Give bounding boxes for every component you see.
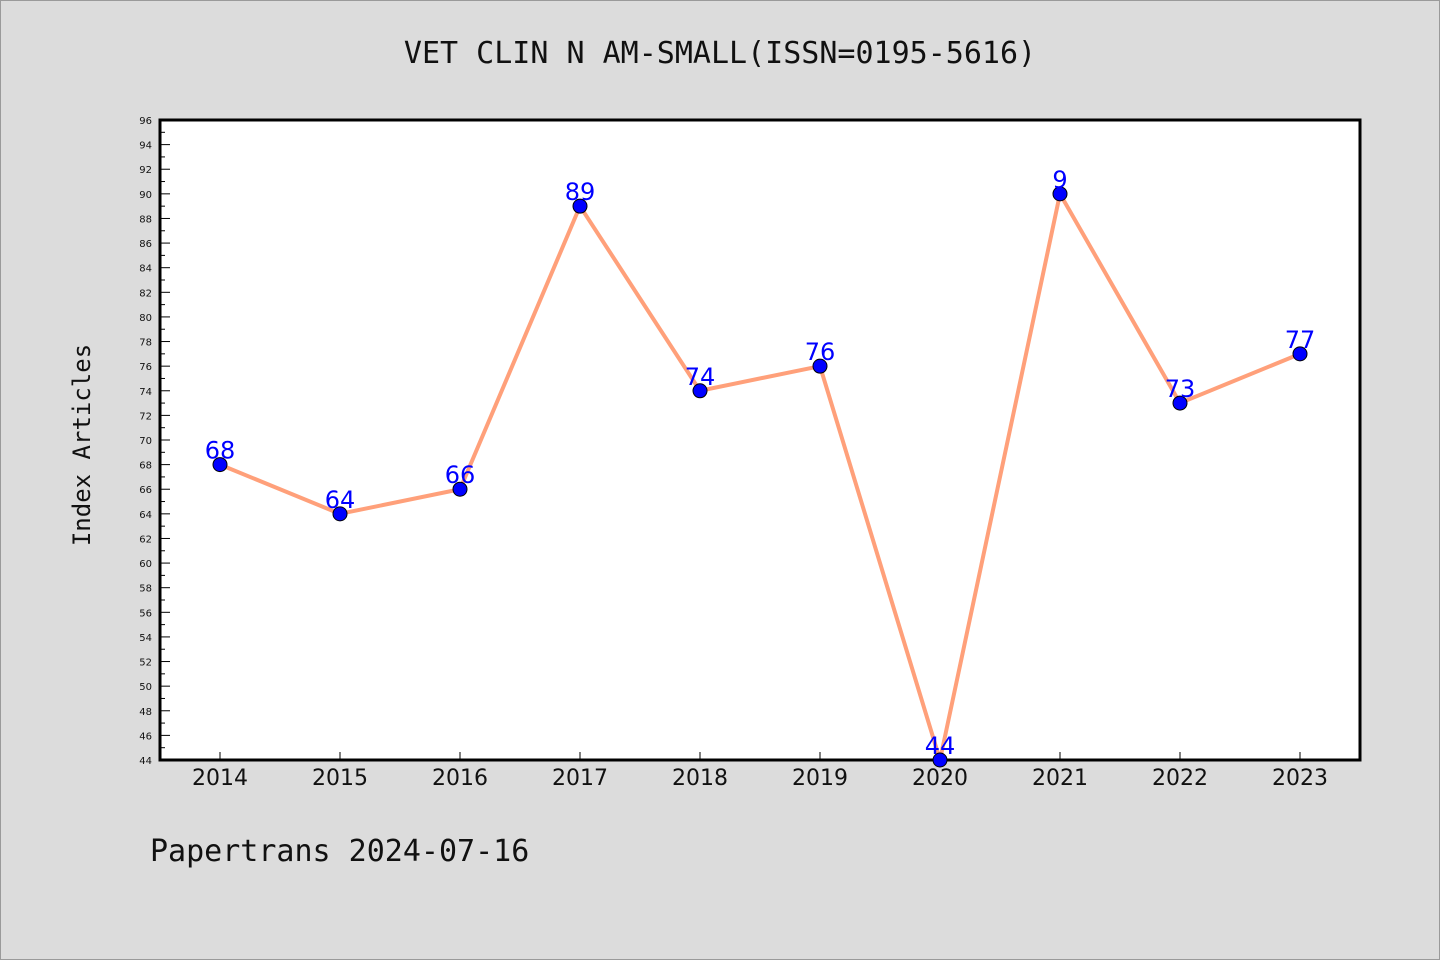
x-tick-label: 2017 [552, 766, 608, 791]
data-point [1172, 395, 1188, 411]
y-tick-label: 80 [139, 313, 152, 324]
x-tick-label: 2023 [1272, 766, 1328, 791]
x-tick-label: 2021 [1032, 766, 1088, 791]
y-tick-label: 56 [139, 608, 152, 619]
y-tick-label: 68 [139, 461, 152, 472]
y-tick-label: 90 [139, 190, 152, 201]
data-label: 77 [1285, 326, 1316, 354]
y-tick-label: 76 [139, 362, 152, 373]
y-tick-label: 64 [139, 510, 152, 521]
y-tick-label: 74 [139, 387, 152, 398]
y-tick-label: 46 [139, 731, 152, 742]
y-tick-label: 54 [139, 633, 152, 644]
y-tick-label: 52 [139, 658, 152, 669]
y-tick-label: 84 [139, 264, 152, 275]
data-label: 44 [925, 732, 956, 760]
x-tick-label: 2022 [1152, 766, 1208, 791]
data-labels: 68 64 66 89 74 76 44 9 73 77 [205, 166, 1316, 760]
y-tick-label: 62 [139, 534, 152, 545]
data-point [1292, 346, 1308, 362]
data-label: 68 [205, 437, 236, 465]
data-point [212, 457, 228, 473]
plot-area [158, 118, 1362, 762]
data-label: 9 [1052, 166, 1067, 194]
data-point [572, 198, 588, 214]
x-tick-label: 2016 [432, 766, 488, 791]
y-tick-label: 72 [139, 411, 152, 422]
y-axis-label: Index Articles [68, 344, 96, 546]
x-tick-label: 2020 [912, 766, 968, 791]
data-label: 76 [805, 338, 836, 366]
data-point [692, 383, 708, 399]
data-point [1052, 186, 1068, 202]
data-label: 66 [445, 461, 476, 489]
x-axis: 2014 2015 2016 2017 2018 2019 2020 2021 2022 2023 [192, 752, 1328, 791]
x-tick-label: 2018 [672, 766, 728, 791]
series-group [212, 186, 1308, 768]
data-label: 74 [685, 363, 716, 391]
data-label: 64 [325, 486, 356, 514]
y-tick-label: 82 [139, 288, 152, 299]
data-point [812, 358, 828, 374]
y-tick-label: 92 [139, 165, 152, 176]
series-line [219, 191, 1301, 762]
data-label: 73 [1165, 375, 1196, 403]
x-tick-label: 2014 [192, 766, 248, 791]
y-tick-label: 96 [139, 116, 152, 127]
y-axis: 44 46 48 50 52 54 56 58 60 62 64 66 68 70 72 74 76 78 80 82… [139, 116, 170, 767]
data-point [452, 481, 468, 497]
y-tick-label: 70 [139, 436, 152, 447]
data-point [932, 752, 948, 768]
y-tick-label: 50 [139, 682, 152, 693]
y-tick-label: 60 [139, 559, 152, 570]
y-tick-label: 94 [139, 141, 152, 152]
y-tick-label: 88 [139, 214, 152, 225]
y-tick-label: 66 [139, 485, 152, 496]
data-point [332, 506, 348, 522]
y-tick-label: 86 [139, 239, 152, 250]
x-tick-label: 2015 [312, 766, 368, 791]
y-tick-label: 58 [139, 584, 152, 595]
footer-text: Papertrans 2024-07-16 [150, 834, 530, 869]
x-tick-label: 2019 [792, 766, 848, 791]
y-tick-label: 78 [139, 338, 152, 349]
chart-title: VET CLIN N AM-SMALL(ISSN=0195-5616) [403, 36, 1037, 71]
y-tick-label: 44 [139, 756, 152, 767]
y-tick-label: 48 [139, 707, 152, 718]
data-label: 89 [565, 178, 596, 206]
